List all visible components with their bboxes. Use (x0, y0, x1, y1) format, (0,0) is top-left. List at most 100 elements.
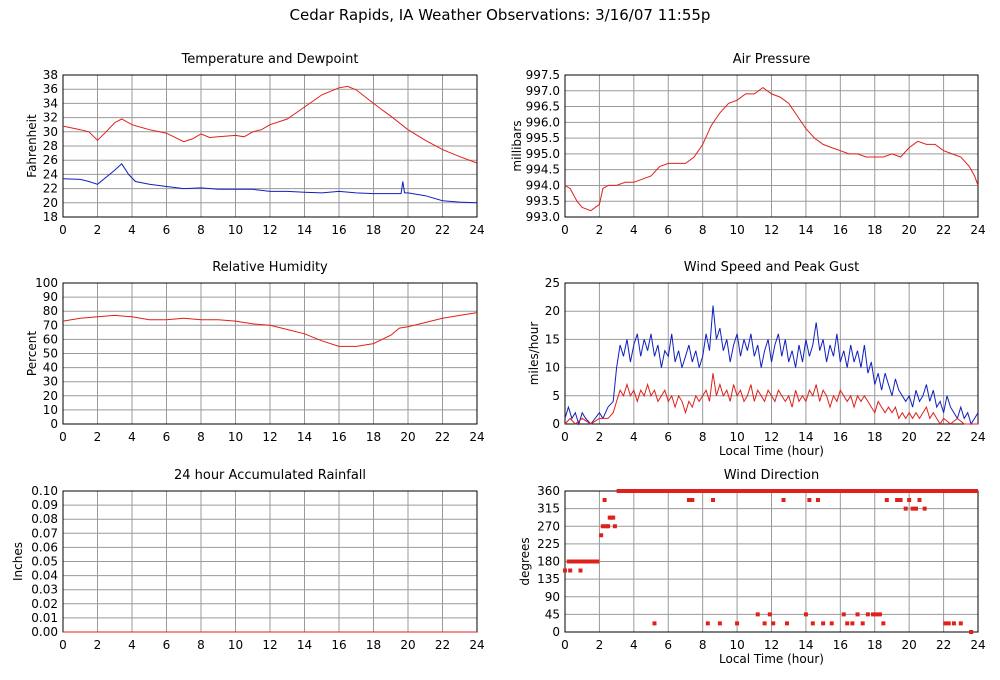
data-point (599, 533, 604, 538)
x-tick-label: 4 (128, 638, 136, 652)
x-tick-label: 10 (729, 430, 744, 444)
y-tick-label: 996.0 (526, 115, 560, 129)
y-tick-label: 10 (545, 361, 560, 375)
x-tick-label: 6 (664, 638, 672, 652)
y-tick-label: 0.03 (31, 583, 58, 597)
x-tick-label: 12 (262, 223, 277, 237)
x-tick-label: 2 (596, 430, 604, 444)
x-tick-label: 2 (94, 430, 102, 444)
data-point (871, 612, 876, 617)
y-tick-label: 22 (43, 182, 58, 196)
y-tick-label: 50 (43, 347, 58, 361)
y-tick-label: 5 (552, 389, 560, 403)
data-point (771, 621, 776, 626)
y-tick-label: 32 (43, 111, 58, 125)
x-tick-label: 0 (561, 223, 569, 237)
x-tick-label: 0 (59, 223, 67, 237)
y-tick-label: 994.0 (526, 178, 560, 192)
y-tick-label: 0.07 (31, 526, 58, 540)
chart-title: Air Pressure (733, 52, 811, 67)
chart-title: Wind Speed and Peak Gust (684, 260, 859, 275)
y-tick-label: 0 (50, 417, 58, 431)
y-tick-label: 0.02 (31, 597, 58, 611)
y-tick-label: 0 (552, 417, 560, 431)
data-point (815, 498, 820, 503)
data-point (881, 621, 886, 626)
y-tick-label: 40 (43, 361, 58, 375)
data-point (810, 621, 815, 626)
x-tick-label: 6 (163, 223, 171, 237)
y-tick-label: 20 (43, 389, 58, 403)
x-tick-label: 16 (833, 638, 848, 652)
data-point (903, 506, 908, 511)
plot-frame (564, 74, 979, 218)
data-point (568, 568, 573, 573)
data-point (829, 621, 834, 626)
data-point (874, 612, 879, 617)
x-tick-label: 16 (833, 223, 848, 237)
y-axis-label: Percent (25, 331, 39, 376)
x-tick-label: 14 (798, 638, 813, 652)
data-point (917, 498, 922, 503)
plot-frame (62, 282, 478, 425)
y-tick-label: 28 (43, 139, 58, 153)
data-point (922, 506, 927, 511)
data-point (705, 621, 710, 626)
x-tick-label: 2 (94, 223, 102, 237)
x-tick-label: 16 (331, 223, 346, 237)
page-title: Cedar Rapids, IA Weather Observations: 3… (289, 6, 711, 24)
x-tick-label: 20 (400, 638, 415, 652)
x-tick-label: 18 (867, 223, 882, 237)
data-point (803, 612, 808, 617)
data-point (563, 568, 567, 573)
y-tick-label: 995.5 (526, 131, 560, 145)
x-tick-label: 2 (596, 223, 604, 237)
x-tick-label: 12 (764, 223, 779, 237)
x-tick-label: 24 (469, 223, 484, 237)
series-line-blue (62, 163, 478, 204)
x-tick-label: 8 (699, 638, 707, 652)
x-tick-label: 22 (936, 638, 951, 652)
x-tick-label: 20 (400, 430, 415, 444)
x-tick-label: 20 (902, 638, 917, 652)
data-point (907, 498, 912, 503)
x-tick-label: 12 (764, 430, 779, 444)
data-point (943, 621, 948, 626)
data-point (855, 612, 860, 617)
data-point (884, 498, 889, 503)
chart-title: Temperature and Dewpoint (181, 52, 359, 67)
data-point (606, 524, 611, 529)
data-point (910, 506, 915, 511)
x-tick-label: 18 (867, 638, 882, 652)
y-tick-label: 15 (545, 332, 560, 346)
data-point (717, 621, 722, 626)
data-point (652, 621, 657, 626)
x-tick-label: 18 (366, 430, 381, 444)
y-tick-label: 34 (43, 96, 58, 110)
x-tick-label: 16 (331, 430, 346, 444)
data-point (781, 498, 786, 503)
y-tick-label: 60 (43, 332, 58, 346)
x-tick-label: 10 (729, 223, 744, 237)
y-tick-label: 996.5 (526, 100, 560, 114)
y-tick-label: 20 (545, 304, 560, 318)
x-tick-label: 16 (331, 638, 346, 652)
x-tick-label: 22 (435, 430, 450, 444)
x-tick-label: 14 (297, 430, 312, 444)
y-tick-label: 0.10 (31, 484, 58, 498)
x-tick-label: 4 (128, 223, 136, 237)
x-tick-label: 22 (435, 638, 450, 652)
x-tick-label: 12 (262, 430, 277, 444)
x-tick-label: 8 (699, 430, 707, 444)
y-tick-label: 10 (43, 403, 58, 417)
x-tick-label: 0 (561, 430, 569, 444)
y-tick-label: 90 (43, 290, 58, 304)
data-point (710, 498, 715, 503)
y-tick-label: 270 (537, 519, 560, 533)
data-point (914, 506, 919, 511)
y-axis-label: millibars (510, 120, 524, 171)
data-point (690, 498, 695, 503)
